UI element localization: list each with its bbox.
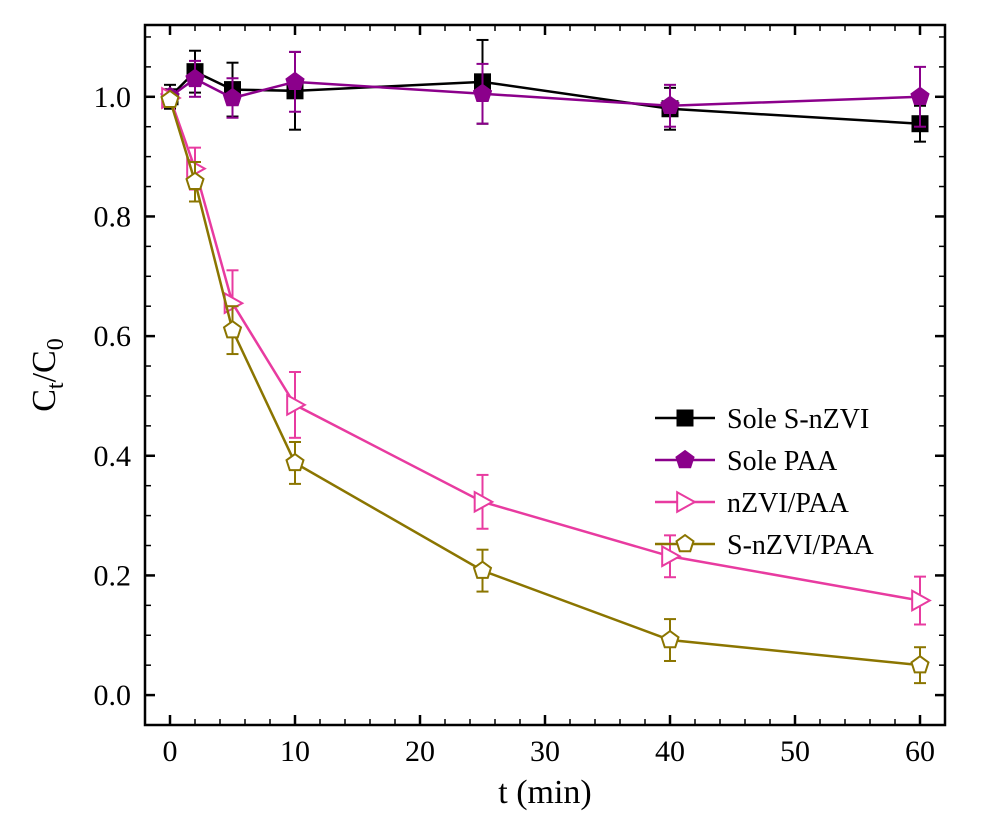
y-tick-label: 0.8 bbox=[94, 200, 132, 233]
x-tick-label: 30 bbox=[530, 735, 560, 768]
legend: Sole S-nZVI Sole PAA nZVI/PAA S-nZVI/PAA bbox=[655, 404, 875, 561]
degradation-kinetics-chart: 0 10 20 30 40 50 60 0.0 0.2 0.4 0.6 0.8 1.0 t (min) Ct… bbox=[0, 0, 1000, 828]
series-line bbox=[170, 79, 920, 106]
y-tick-label: 0.0 bbox=[94, 679, 132, 712]
x-axis-title: t (min) bbox=[498, 774, 591, 811]
legend-label: Sole PAA bbox=[727, 446, 838, 477]
y-tick-label: 0.2 bbox=[94, 559, 132, 592]
series-0 bbox=[163, 40, 928, 142]
x-tick-label: 10 bbox=[280, 735, 310, 768]
series-line bbox=[170, 98, 920, 601]
plot-border bbox=[145, 25, 945, 725]
y-tick-label: 0.4 bbox=[94, 440, 132, 473]
series-3 bbox=[162, 91, 929, 683]
legend-label: S-nZVI/PAA bbox=[727, 530, 875, 561]
x-tick-label: 40 bbox=[655, 735, 685, 768]
x-tick-label: 0 bbox=[163, 735, 178, 768]
chart-container: 0 10 20 30 40 50 60 0.0 0.2 0.4 0.6 0.8 1.0 t (min) Ct… bbox=[0, 0, 1000, 828]
x-tick-label: 20 bbox=[405, 735, 435, 768]
y-tick-label: 0.6 bbox=[94, 320, 132, 353]
legend-label: Sole S-nZVI bbox=[727, 404, 869, 435]
y-tick-label: 1.0 bbox=[94, 81, 132, 114]
y-axis-title: Ct/C0 bbox=[26, 338, 69, 411]
x-tick-label: 50 bbox=[780, 735, 810, 768]
x-tick-label: 60 bbox=[905, 735, 935, 768]
legend-label: nZVI/PAA bbox=[727, 488, 850, 519]
